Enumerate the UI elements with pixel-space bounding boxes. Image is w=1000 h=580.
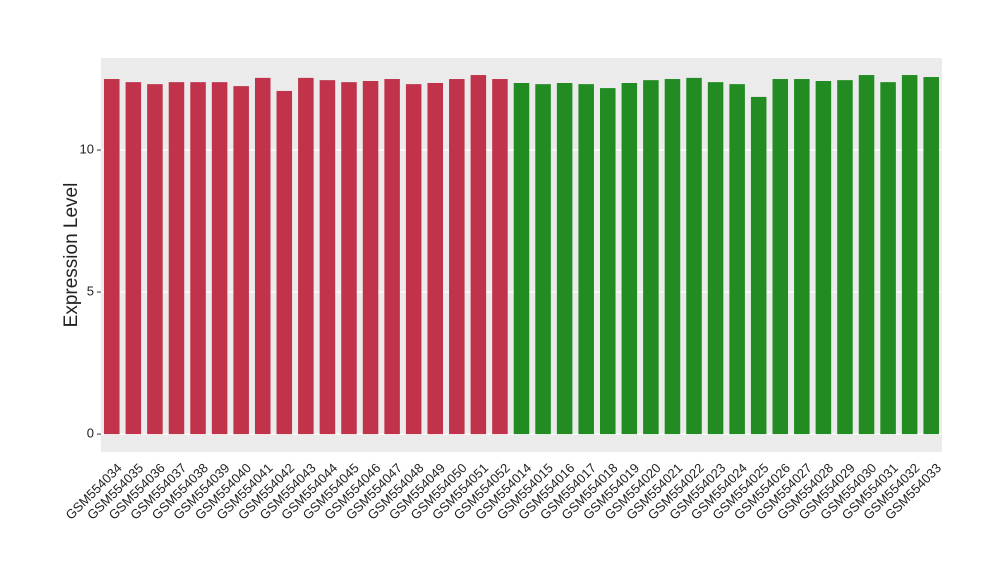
bar	[405, 84, 422, 435]
y-axis-label: Expression Level	[61, 183, 82, 328]
bar	[750, 96, 767, 435]
bar	[880, 82, 896, 435]
y-tick-label: 0	[87, 426, 94, 441]
bar	[104, 79, 120, 435]
bar	[556, 82, 573, 435]
bar	[427, 82, 444, 435]
bar	[341, 82, 357, 435]
bar	[794, 79, 810, 435]
bar	[362, 81, 379, 435]
bar	[621, 82, 638, 435]
bar	[729, 84, 745, 435]
bar	[470, 75, 487, 435]
bar	[319, 80, 336, 435]
bar	[858, 75, 875, 435]
bar	[449, 79, 465, 435]
y-tick-label: 5	[87, 284, 94, 299]
bar	[837, 80, 853, 435]
bar	[254, 77, 271, 435]
y-tick-label: 10	[80, 141, 94, 156]
bar	[923, 77, 939, 435]
bar	[147, 84, 163, 435]
bar	[513, 82, 530, 435]
bar	[384, 79, 400, 435]
bar	[125, 82, 142, 435]
bar	[664, 79, 681, 435]
bar	[535, 84, 551, 435]
bar	[772, 79, 789, 435]
bar	[643, 80, 659, 435]
bar	[233, 86, 249, 435]
bar	[901, 75, 918, 435]
bar	[190, 82, 206, 435]
bar	[599, 88, 616, 435]
bar	[168, 82, 185, 435]
bar	[578, 84, 594, 435]
bar	[211, 82, 228, 435]
bar	[707, 82, 724, 435]
bar	[492, 79, 508, 435]
bar	[298, 77, 314, 435]
bar	[815, 81, 832, 435]
bar	[686, 77, 702, 435]
bar	[276, 90, 293, 435]
